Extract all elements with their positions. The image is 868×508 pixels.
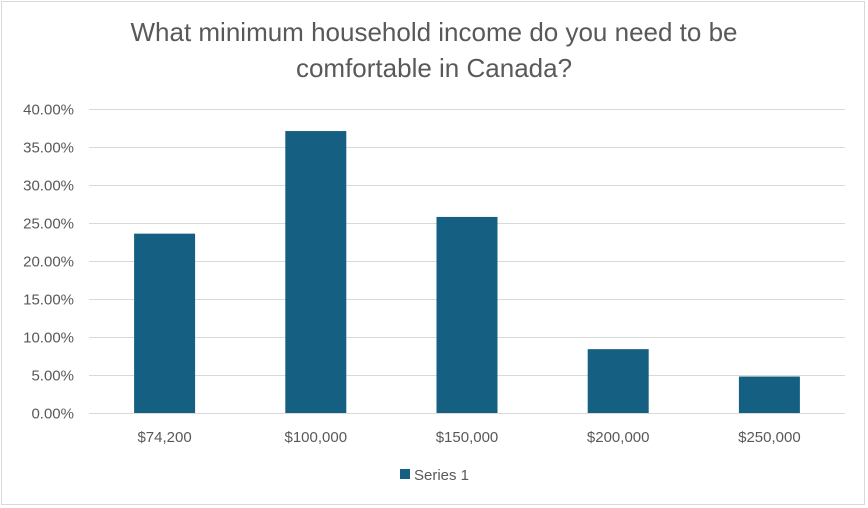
legend-swatch-series-1 xyxy=(400,469,410,479)
y-tick-label: 40.00% xyxy=(23,102,74,119)
y-tick-label: 15.00% xyxy=(23,292,74,309)
y-tick-label: 25.00% xyxy=(23,216,74,233)
y-tick-label: 10.00% xyxy=(23,330,74,347)
x-tick-label: $74,200 xyxy=(137,429,191,446)
bar[interactable] xyxy=(738,376,800,413)
legend[interactable]: Series 1 xyxy=(400,467,469,484)
chart-title: What minimum household income do you nee… xyxy=(0,14,868,86)
bars xyxy=(134,131,800,414)
y-tick-label: 30.00% xyxy=(23,178,74,195)
bar[interactable] xyxy=(587,349,649,413)
x-tick-label: $200,000 xyxy=(587,429,650,446)
bar[interactable] xyxy=(285,131,347,414)
bar[interactable] xyxy=(134,233,196,413)
x-axis-tick-labels: $74,200 $100,000 $150,000 $200,000 $250,000 xyxy=(137,429,800,446)
x-tick-label: $250,000 xyxy=(738,429,801,446)
bar[interactable] xyxy=(436,216,498,413)
y-axis-tick-labels: 0.00% 5.00% 10.00% 15.00% 20.00% 25.00% 30.00%… xyxy=(23,102,74,423)
y-tick-label: 0.00% xyxy=(31,406,74,423)
chart-title-line-2: comfortable in Canada? xyxy=(295,53,573,83)
y-tick-label: 20.00% xyxy=(23,254,74,271)
chart-title-line-1: What minimum household income do you nee… xyxy=(130,17,738,47)
x-tick-label: $100,000 xyxy=(285,429,348,446)
legend-label-series-1: Series 1 xyxy=(414,467,469,484)
y-tick-label: 5.00% xyxy=(31,368,74,385)
y-tick-label: 35.00% xyxy=(23,140,74,157)
x-tick-label: $150,000 xyxy=(436,429,499,446)
